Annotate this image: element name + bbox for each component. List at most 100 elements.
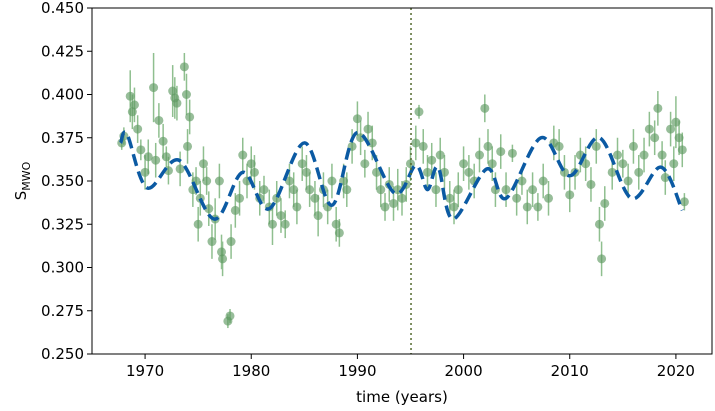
data-point xyxy=(185,112,195,122)
data-point xyxy=(161,152,171,162)
data-point xyxy=(397,193,407,203)
y-tick-label: 0.375 xyxy=(41,129,84,147)
data-point xyxy=(422,167,432,177)
y-tick-label: 0.450 xyxy=(41,0,84,17)
data-point xyxy=(544,193,554,203)
data-point xyxy=(140,167,150,177)
data-point xyxy=(623,176,633,186)
y-tick-label: 0.350 xyxy=(41,172,84,190)
data-point xyxy=(226,237,236,247)
data-point xyxy=(331,219,341,229)
data-point xyxy=(427,155,437,165)
data-point xyxy=(342,185,352,195)
data-point xyxy=(204,204,214,214)
data-point xyxy=(305,185,315,195)
data-point xyxy=(297,159,307,169)
data-point xyxy=(418,141,428,151)
data-point xyxy=(154,115,164,125)
data-point xyxy=(459,159,469,169)
data-point xyxy=(533,202,543,212)
data-point xyxy=(453,185,463,195)
data-point xyxy=(214,176,224,186)
data-point xyxy=(230,205,240,215)
data-point xyxy=(218,254,228,264)
data-point xyxy=(554,141,564,151)
data-point xyxy=(179,62,189,72)
data-point xyxy=(133,124,143,134)
x-tick-label: 1980 xyxy=(232,362,270,380)
x-tick-label: 2010 xyxy=(551,362,589,380)
data-point xyxy=(175,164,185,174)
data-point xyxy=(618,159,628,169)
data-point xyxy=(480,103,490,113)
data-point xyxy=(597,254,607,264)
data-point xyxy=(528,185,538,195)
data-point xyxy=(674,133,684,143)
data-point xyxy=(367,138,377,148)
data-point xyxy=(677,145,687,155)
data-point xyxy=(483,141,493,151)
data-point xyxy=(280,219,290,229)
data-point xyxy=(360,159,370,169)
data-point xyxy=(376,185,386,195)
data-point xyxy=(207,237,217,247)
x-tick-label: 2020 xyxy=(657,362,695,380)
data-point xyxy=(671,117,681,127)
data-point xyxy=(149,83,159,93)
data-point xyxy=(464,167,474,177)
x-tick-label: 1970 xyxy=(126,362,164,380)
data-point xyxy=(284,176,294,186)
data-point xyxy=(666,124,676,134)
data-point xyxy=(650,133,660,143)
data-point xyxy=(475,150,484,160)
data-point xyxy=(628,141,638,151)
plot-frame xyxy=(91,7,713,355)
data-point xyxy=(634,167,644,177)
y-tick-label: 0.400 xyxy=(41,86,84,104)
data-point xyxy=(517,176,527,186)
data-point xyxy=(522,202,532,212)
data-point xyxy=(639,150,649,160)
data-point xyxy=(679,197,689,207)
data-point xyxy=(225,311,235,321)
data-point xyxy=(669,159,679,169)
data-point xyxy=(327,176,337,186)
data-point xyxy=(129,100,139,110)
data-point xyxy=(235,193,245,203)
data-point xyxy=(613,150,623,160)
data-point xyxy=(310,193,320,203)
data-point xyxy=(127,107,137,117)
data-point xyxy=(136,145,146,155)
data-point xyxy=(151,155,161,165)
data-point xyxy=(313,211,323,221)
data-point xyxy=(565,190,575,200)
y-tick-label: 0.425 xyxy=(41,42,84,60)
data-point xyxy=(507,148,517,158)
y-label-main: S xyxy=(12,191,30,201)
data-point xyxy=(168,86,178,96)
data-point xyxy=(512,193,522,203)
data-point xyxy=(445,193,455,203)
y-tick-label: 0.300 xyxy=(41,259,84,277)
data-point xyxy=(581,159,591,169)
data-point xyxy=(501,185,511,195)
x-tick-label: 2000 xyxy=(444,362,482,380)
data-point xyxy=(380,202,390,212)
data-point xyxy=(238,150,248,160)
data-point xyxy=(172,98,182,108)
data-point xyxy=(183,141,193,151)
data-point xyxy=(259,185,269,195)
data-point xyxy=(193,219,203,229)
data-point xyxy=(352,114,362,124)
data-point xyxy=(594,219,604,229)
data-point xyxy=(334,228,344,238)
data-point xyxy=(435,150,445,160)
data-point xyxy=(198,159,208,169)
data-point xyxy=(246,159,256,169)
data-point xyxy=(449,202,459,212)
data-point xyxy=(125,91,135,101)
data-point xyxy=(202,176,212,186)
data-point xyxy=(660,173,670,183)
data-point xyxy=(431,185,441,195)
